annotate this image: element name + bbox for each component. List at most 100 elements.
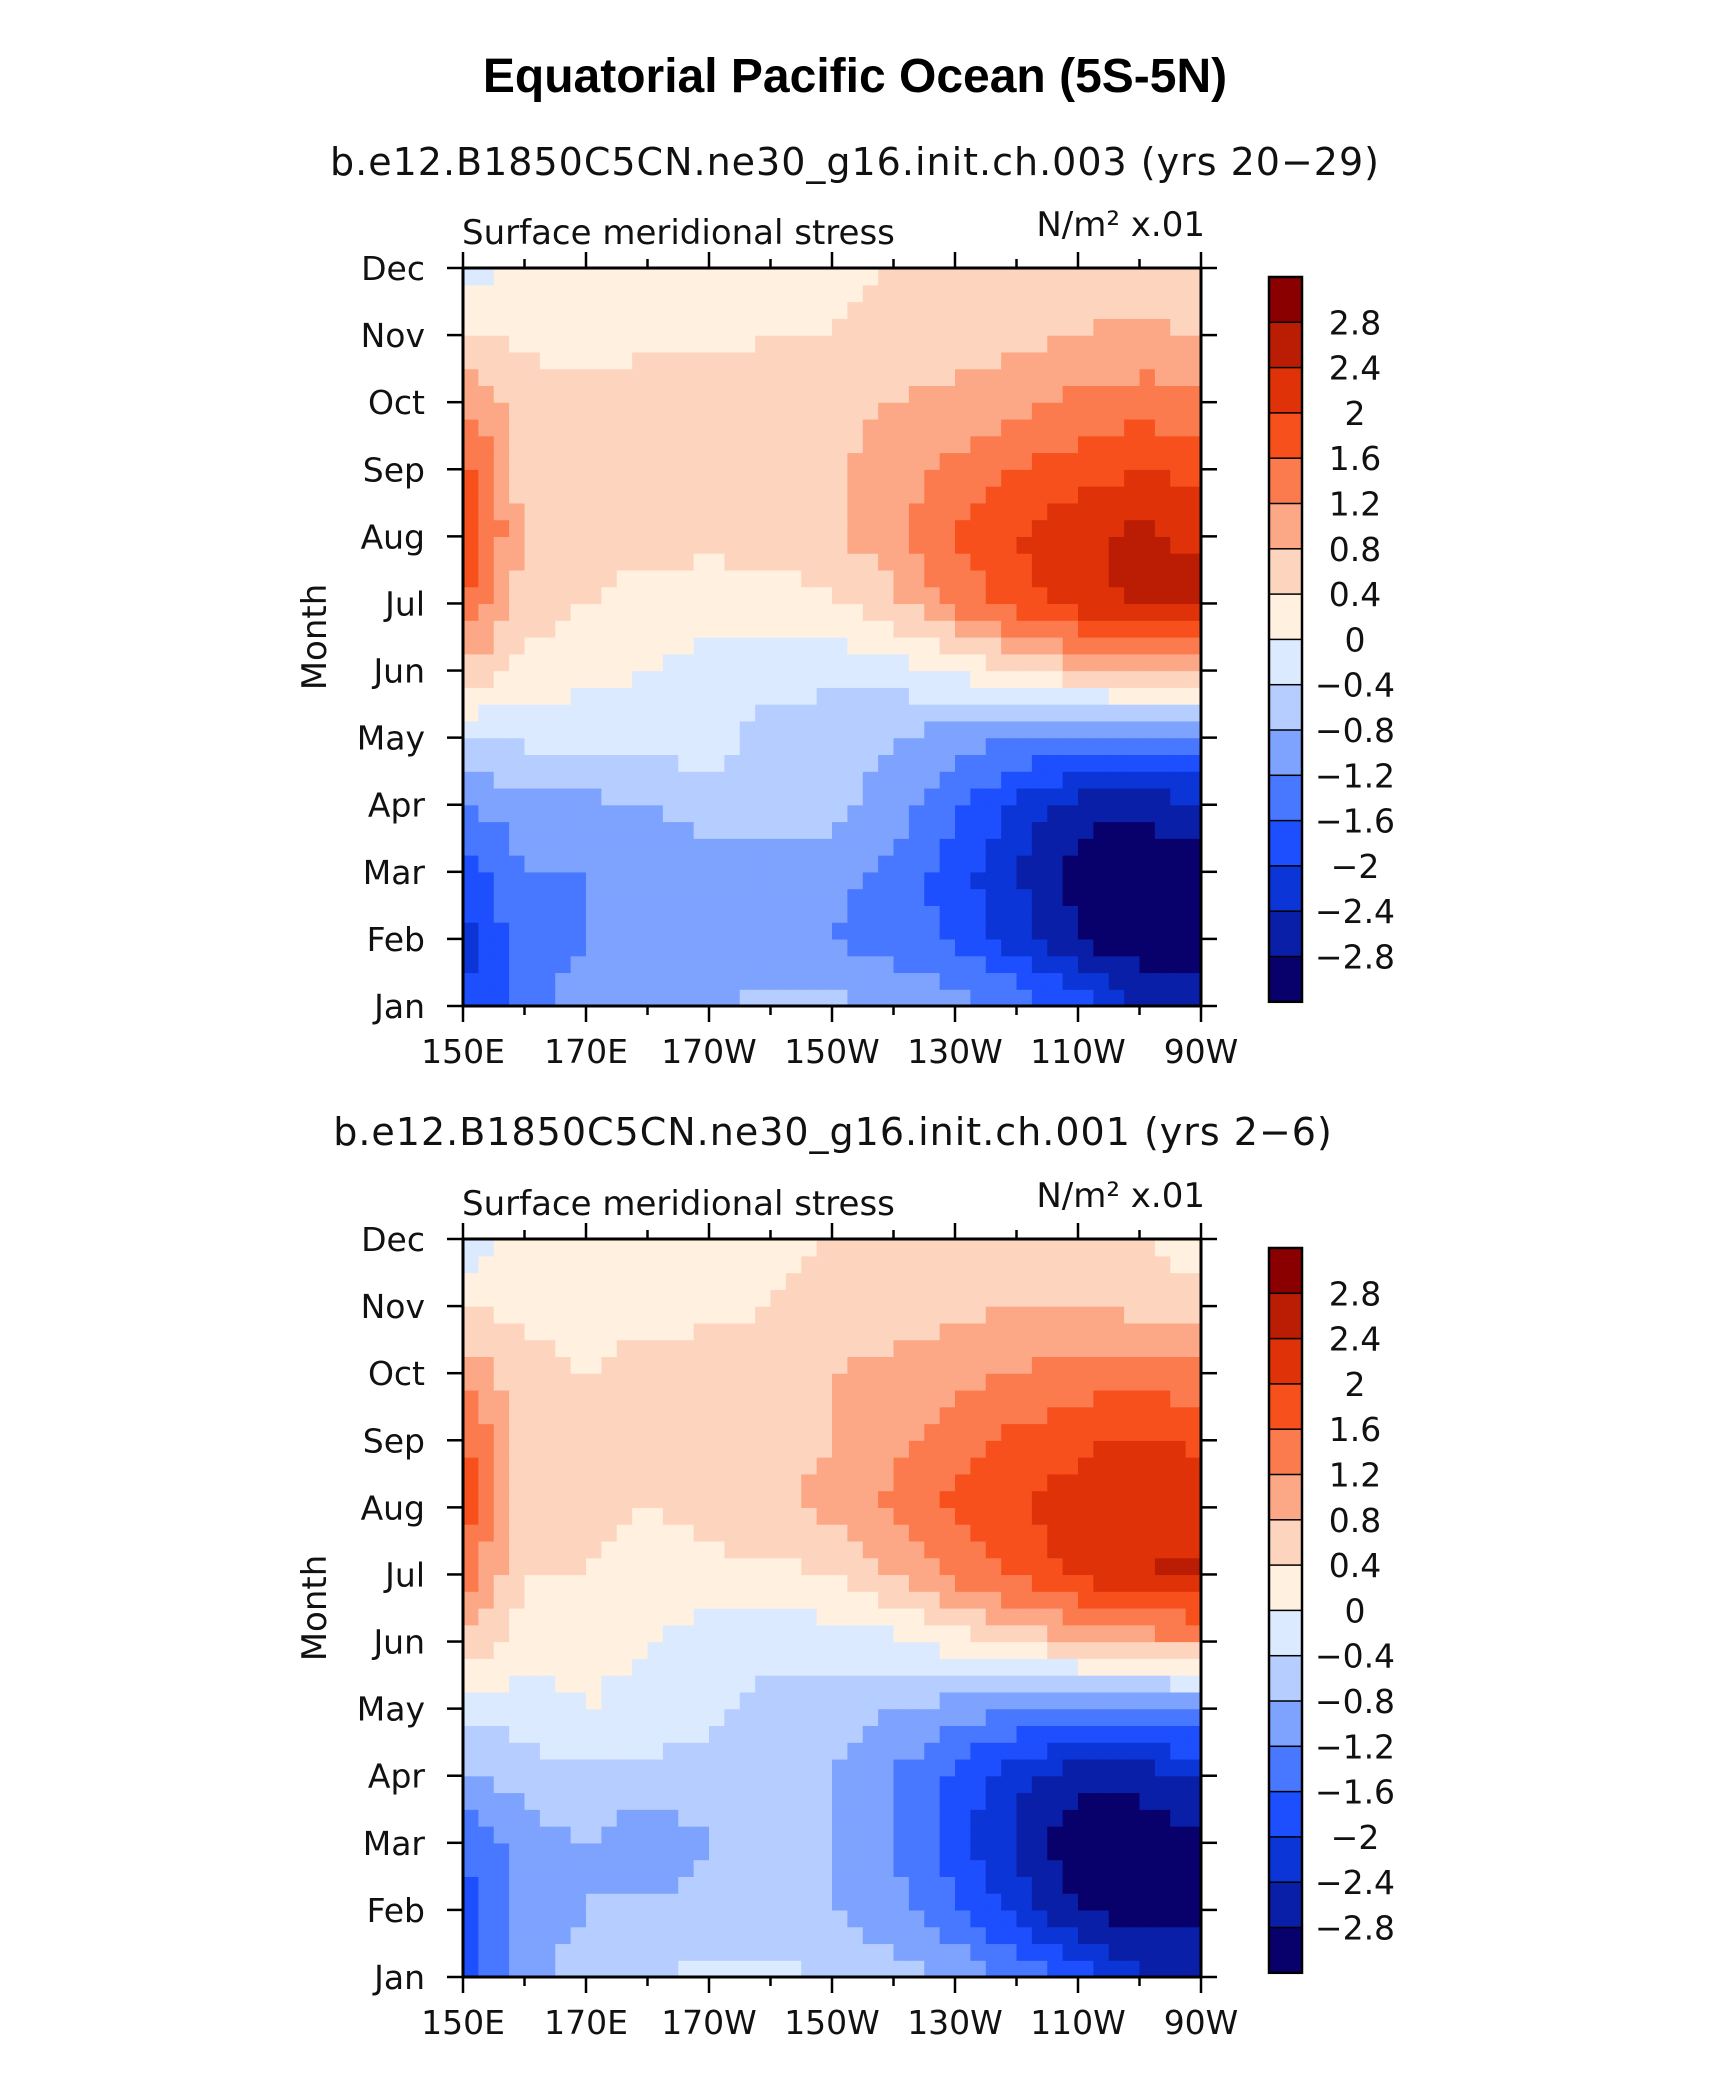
- heatmap-cell: [647, 1306, 664, 1324]
- heatmap-cell: [1108, 1423, 1125, 1441]
- heatmap-cell: [785, 670, 802, 688]
- heatmap-cell: [847, 486, 864, 504]
- heatmap-cell: [801, 335, 818, 353]
- heatmap-cell: [709, 502, 725, 521]
- heatmap-cell: [1078, 1876, 1094, 1894]
- heatmap-cell: [647, 1255, 664, 1274]
- heatmap-cell: [1154, 972, 1171, 990]
- colorbar-box: [1268, 1519, 1303, 1567]
- heatmap-cell: [616, 1859, 633, 1877]
- heatmap-cell: [1078, 502, 1094, 521]
- heatmap-cell: [924, 1289, 941, 1307]
- x-tick-label: 130W: [907, 2003, 1003, 2042]
- heatmap-cell: [1154, 1826, 1171, 1844]
- heatmap-cell: [463, 1658, 479, 1676]
- heatmap-cell: [1124, 804, 1141, 823]
- heatmap-cell: [647, 1239, 664, 1257]
- heatmap-cell: [601, 771, 618, 789]
- heatmap-cell: [1093, 1339, 1110, 1358]
- heatmap-cell: [709, 704, 725, 722]
- heatmap-cell: [601, 787, 618, 806]
- heatmap-cell: [463, 1876, 479, 1894]
- heatmap-cell: [1062, 1507, 1079, 1525]
- heatmap-cell: [862, 351, 879, 370]
- heatmap-cell: [662, 335, 679, 353]
- heatmap-cell: [1001, 838, 1018, 856]
- heatmap-cell: [1185, 1826, 1202, 1844]
- heatmap-cell: [816, 1658, 833, 1676]
- heatmap-cell: [770, 1406, 787, 1425]
- heatmap-cell: [632, 787, 649, 806]
- heatmap-cell: [770, 1356, 787, 1374]
- heatmap-cell: [463, 1457, 479, 1475]
- heatmap-cell: [539, 1775, 556, 1794]
- heatmap-cell: [1016, 1574, 1033, 1592]
- heatmap-cell: [524, 385, 541, 403]
- heatmap-cell: [1139, 1792, 1156, 1810]
- heatmap-cell: [847, 1490, 864, 1508]
- heatmap-cell: [1170, 1389, 1187, 1408]
- heatmap-cell: [1185, 385, 1202, 403]
- heatmap-cell: [1170, 1926, 1187, 1945]
- heatmap-cell: [632, 905, 649, 923]
- heatmap-cell: [878, 720, 895, 739]
- heatmap-cell: [1139, 1608, 1156, 1626]
- heatmap-cell: [1185, 972, 1202, 990]
- heatmap-cell: [785, 335, 802, 353]
- heatmap-cell: [1108, 1893, 1125, 1911]
- heatmap-cell: [1001, 1658, 1018, 1676]
- heatmap-cell: [801, 268, 818, 286]
- heatmap-cell: [509, 452, 526, 470]
- heatmap-cell: [524, 1289, 541, 1307]
- heatmap-cell: [662, 855, 679, 873]
- heatmap-cell: [1093, 469, 1110, 487]
- heatmap-cell: [862, 335, 879, 353]
- heatmap-cell: [893, 335, 910, 353]
- heatmap-cell: [985, 1691, 1002, 1710]
- heatmap-cell: [463, 754, 479, 772]
- heatmap-cell: [632, 1675, 649, 1693]
- heatmap-cell: [509, 553, 526, 571]
- heatmap-cell: [862, 1306, 879, 1324]
- heatmap-cell: [601, 1306, 618, 1324]
- heatmap-cell: [616, 1339, 633, 1358]
- heatmap-cell: [678, 821, 695, 839]
- heatmap-cell: [647, 402, 664, 420]
- heatmap-cell: [586, 318, 602, 336]
- heatmap-cell: [693, 838, 710, 856]
- heatmap-cell: [570, 1809, 587, 1827]
- heatmap-cell: [1139, 1322, 1156, 1341]
- heatmap-cell: [586, 720, 602, 739]
- heatmap-cell: [586, 905, 602, 923]
- heatmap-cell: [1016, 855, 1033, 873]
- heatmap-cell: [785, 737, 802, 756]
- heatmap-cell: [1093, 1289, 1110, 1307]
- heatmap-cell: [970, 1289, 987, 1307]
- heatmap-cell: [893, 1809, 910, 1827]
- heatmap-cell: [847, 955, 864, 974]
- heatmap-cell: [1062, 905, 1079, 923]
- heatmap-cell: [570, 1490, 587, 1508]
- heatmap-cell: [770, 855, 787, 873]
- heatmap-cell: [1001, 821, 1018, 839]
- heatmap-cell: [1078, 1339, 1094, 1358]
- heatmap-cell: [616, 1406, 633, 1425]
- heatmap-cell: [678, 1893, 695, 1911]
- heatmap-cell: [1031, 1893, 1048, 1911]
- heatmap-cell: [478, 1658, 495, 1676]
- heatmap-cell: [893, 1876, 910, 1894]
- heatmap-cell: [570, 704, 587, 722]
- heatmap-cell: [1170, 1574, 1187, 1592]
- heatmap-cell: [1185, 351, 1202, 370]
- heatmap-cell: [463, 1540, 479, 1559]
- heatmap-cell: [601, 318, 618, 336]
- heatmap-cell: [847, 1909, 864, 1928]
- heatmap-cell: [1093, 1624, 1110, 1643]
- heatmap-cell: [1185, 620, 1202, 638]
- heatmap-cell: [739, 754, 756, 772]
- heatmap-cell: [601, 368, 618, 387]
- heatmap-cell: [647, 855, 664, 873]
- heatmap-cell: [662, 1524, 679, 1542]
- heatmap-cell: [908, 1876, 925, 1894]
- chart-panel-top: b.e12.B1850C5CN.ne30_g16.init.ch.003 (yr…: [295, 140, 1395, 1071]
